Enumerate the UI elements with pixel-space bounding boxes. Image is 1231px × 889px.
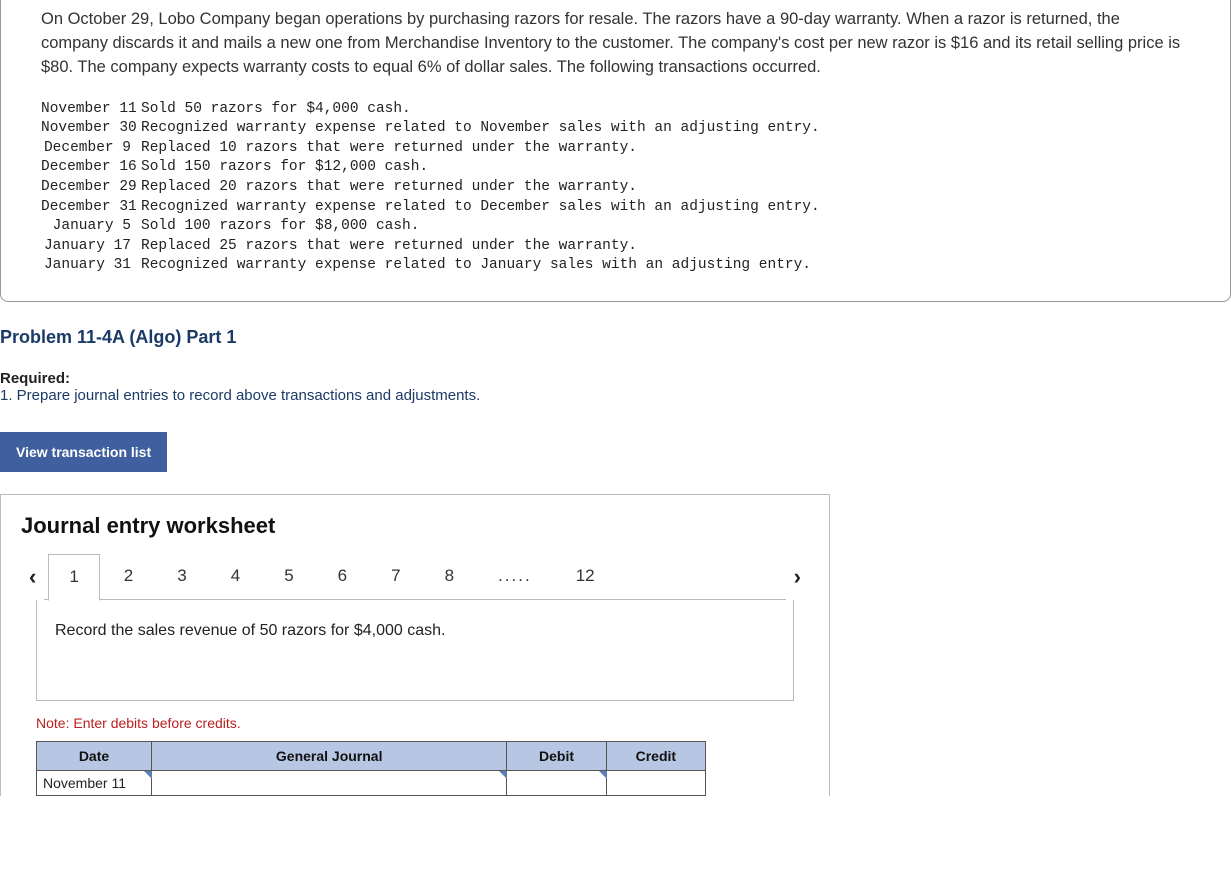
transaction-date: December 16: [41, 158, 141, 178]
col-header-credit: Credit: [606, 741, 705, 770]
journal-entry-table: Date General Journal Debit Credit Novemb…: [36, 741, 706, 796]
tab-entry-7[interactable]: 7: [371, 554, 420, 600]
debits-before-credits-note: Note: Enter debits before credits.: [1, 701, 829, 741]
tab-entry-8[interactable]: 8: [425, 554, 474, 600]
transaction-date: November 11: [41, 100, 141, 120]
col-header-date: Date: [37, 741, 152, 770]
problem-statement-box: On October 29, Lobo Company began operat…: [0, 0, 1231, 302]
tab-entry-3[interactable]: 3: [157, 554, 206, 600]
transaction-desc: Sold 150 razors for $12,000 cash.: [141, 158, 1190, 178]
transaction-date: January 5: [41, 217, 141, 237]
transaction-desc: Sold 50 razors for $4,000 cash.: [141, 100, 1190, 120]
tabs-next-arrow[interactable]: ›: [786, 554, 809, 600]
tab-entry-4[interactable]: 4: [211, 554, 260, 600]
required-block: Required: 1. Prepare journal entries to …: [0, 370, 1231, 404]
transaction-row: December 16Sold 150 razors for $12,000 c…: [41, 158, 1190, 178]
tab-entry-12[interactable]: 12: [556, 554, 615, 600]
tab-entry-2[interactable]: 2: [104, 554, 153, 600]
cell-credit[interactable]: [606, 770, 705, 795]
transaction-row: January 31Recognized warranty expense re…: [41, 256, 1190, 276]
transaction-desc: Replaced 10 razors that were returned un…: [141, 139, 1190, 159]
tab-entry-1[interactable]: 1: [48, 554, 99, 601]
tabs-prev-arrow[interactable]: ‹: [21, 554, 44, 600]
transaction-row: December 31Recognized warranty expense r…: [41, 198, 1190, 218]
problem-description: On October 29, Lobo Company began operat…: [41, 0, 1190, 80]
transaction-desc: Recognized warranty expense related to N…: [141, 119, 1190, 139]
transaction-row: November 11Sold 50 razors for $4,000 cas…: [41, 100, 1190, 120]
col-header-general-journal: General Journal: [151, 741, 506, 770]
transaction-date: January 31: [41, 256, 141, 276]
transaction-row: January 17Replaced 25 razors that were r…: [41, 237, 1190, 257]
transaction-row: December 9Replaced 10 razors that were r…: [41, 139, 1190, 159]
transaction-desc: Recognized warranty expense related to D…: [141, 198, 1190, 218]
transaction-desc: Sold 100 razors for $8,000 cash.: [141, 217, 1190, 237]
cell-debit[interactable]: [507, 770, 606, 795]
transaction-desc: Replaced 20 razors that were returned un…: [141, 178, 1190, 198]
col-header-debit: Debit: [507, 741, 606, 770]
transaction-row: November 30Recognized warranty expense r…: [41, 119, 1190, 139]
required-text: 1. Prepare journal entries to record abo…: [0, 387, 1231, 404]
tab-entry-6[interactable]: 6: [318, 554, 367, 600]
worksheet-tabs: ‹ 12345678.....12›: [1, 554, 829, 600]
journal-entry-row: November 11: [37, 770, 706, 795]
entry-instruction: Record the sales revenue of 50 razors fo…: [36, 600, 794, 701]
transactions-list: November 11Sold 50 razors for $4,000 cas…: [41, 100, 1190, 276]
transaction-date: December 29: [41, 178, 141, 198]
transaction-date: December 31: [41, 198, 141, 218]
transaction-date: January 17: [41, 237, 141, 257]
transaction-row: December 29Replaced 20 razors that were …: [41, 178, 1190, 198]
required-label: Required:: [0, 370, 1231, 387]
worksheet-title: Journal entry worksheet: [1, 513, 829, 554]
transaction-row: January 5Sold 100 razors for $8,000 cash…: [41, 217, 1190, 237]
section-title: Problem 11-4A (Algo) Part 1: [0, 327, 1231, 348]
cell-account[interactable]: [151, 770, 506, 795]
view-transaction-list-button[interactable]: View transaction list: [0, 432, 167, 472]
transaction-desc: Replaced 25 razors that were returned un…: [141, 237, 1190, 257]
tab-ellipsis: .....: [478, 554, 552, 600]
tab-entry-5[interactable]: 5: [264, 554, 313, 600]
transaction-date: November 30: [41, 119, 141, 139]
cell-date[interactable]: November 11: [37, 770, 152, 795]
journal-entry-worksheet: Journal entry worksheet ‹ 12345678.....1…: [0, 494, 830, 796]
transaction-date: December 9: [41, 139, 141, 159]
transaction-desc: Recognized warranty expense related to J…: [141, 256, 1190, 276]
